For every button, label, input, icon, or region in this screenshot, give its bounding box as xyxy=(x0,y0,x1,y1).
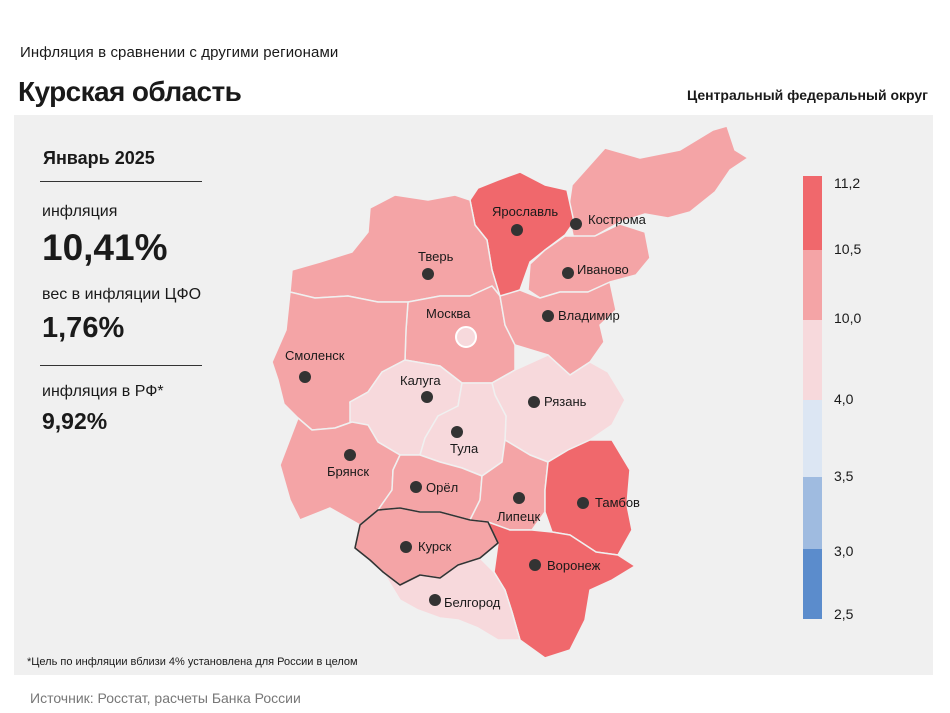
city-dot-bryansk xyxy=(344,449,356,461)
legend-band-2-5-3-0 xyxy=(803,549,822,619)
legend-tick-3-0: 3,0 xyxy=(834,543,854,559)
city-dot-lipetsk xyxy=(513,492,525,504)
city-label-voronezh: Воронеж xyxy=(547,558,601,573)
city-dot-orel xyxy=(410,481,422,493)
city-label-kursk: Курск xyxy=(418,539,452,554)
legend-tick-3-5: 3,5 xyxy=(834,468,854,484)
city-label-ryazan: Рязань xyxy=(544,394,587,409)
city-dot-vladimir xyxy=(542,310,554,322)
city-dots xyxy=(299,218,589,606)
city-label-kaluga: Калуга xyxy=(400,373,441,388)
region-ivanovo[interactable] xyxy=(527,223,651,299)
city-label-orel: Орёл xyxy=(426,480,458,495)
legend-band-3-0-3-5 xyxy=(803,477,822,549)
subtitle: Инфляция в сравнении с другими регионами xyxy=(20,44,339,61)
legend-color-bar xyxy=(803,176,822,619)
source-note: Источник: Росстат, расчеты Банка России xyxy=(30,690,301,706)
rf-inflation-label: инфляция в РФ* xyxy=(42,383,164,400)
city-dot-tver xyxy=(422,268,434,280)
weight-value: 1,76% xyxy=(42,312,125,344)
legend-tick-10-0: 10,0 xyxy=(834,310,861,326)
city-dot-tambov xyxy=(577,497,589,509)
city-label-tula: Тула xyxy=(450,441,479,456)
city-label-belgorod: Белгород xyxy=(444,595,501,610)
city-dot-tula xyxy=(451,426,463,438)
city-dot-yaroslavl xyxy=(511,224,523,236)
legend-band-10-0-10-5 xyxy=(803,250,822,320)
city-dot-smolensk xyxy=(299,371,311,383)
city-dot-kursk xyxy=(400,541,412,553)
city-label-kostroma: Кострома xyxy=(588,212,647,227)
city-label-vladimir: Владимир xyxy=(558,308,620,323)
divider-bottom xyxy=(40,365,202,366)
period-label: Январь 2025 xyxy=(43,148,155,168)
city-label-lipetsk: Липецк xyxy=(497,509,541,524)
city-dot-belgorod xyxy=(429,594,441,606)
divider-top xyxy=(40,181,202,182)
weight-label: вес в инфляции ЦФО xyxy=(42,286,202,303)
legend-band-4-0-10-0 xyxy=(803,320,822,400)
city-dot-ryazan xyxy=(528,396,540,408)
kursk-highlight-outline xyxy=(354,507,499,586)
region-tambov[interactable] xyxy=(544,439,633,556)
moscow-marker xyxy=(455,326,477,348)
legend-tick-10-5: 10,5 xyxy=(834,241,861,257)
legend-band-10-5-11-2 xyxy=(803,176,822,250)
inflation-value: 10,41% xyxy=(42,227,168,268)
city-label-tambov: Тамбов xyxy=(595,495,640,510)
city-dot-kaluga xyxy=(421,391,433,403)
region-vladimir[interactable] xyxy=(499,281,617,376)
city-label-smolensk: Смоленск xyxy=(285,348,345,363)
page-title: Курская область xyxy=(18,76,242,107)
footnote: *Цель по инфляции вблизи 4% установлена … xyxy=(27,656,358,668)
city-dot-voronezh xyxy=(529,559,541,571)
legend-tick-11-2: 11,2 xyxy=(834,175,860,191)
city-dot-kostroma xyxy=(570,218,582,230)
legend-tick-4-0: 4,0 xyxy=(834,391,854,407)
city-label-yaroslavl: Ярославль xyxy=(492,204,558,219)
rf-inflation-value: 9,92% xyxy=(42,408,108,434)
inflation-label: инфляция xyxy=(42,203,118,220)
city-label-bryansk: Брянск xyxy=(327,464,369,479)
city-label-moscow: Москва xyxy=(426,306,471,321)
legend-tick-2-5: 2,5 xyxy=(834,606,854,622)
city-dot-ivanovo xyxy=(562,267,574,279)
district-label: Центральный федеральный округ xyxy=(686,87,928,103)
city-label-ivanovo: Иваново xyxy=(577,262,629,277)
region-tver[interactable] xyxy=(289,194,501,303)
city-label-tver: Тверь xyxy=(418,249,454,264)
legend-band-3-5-4-0 xyxy=(803,400,822,477)
